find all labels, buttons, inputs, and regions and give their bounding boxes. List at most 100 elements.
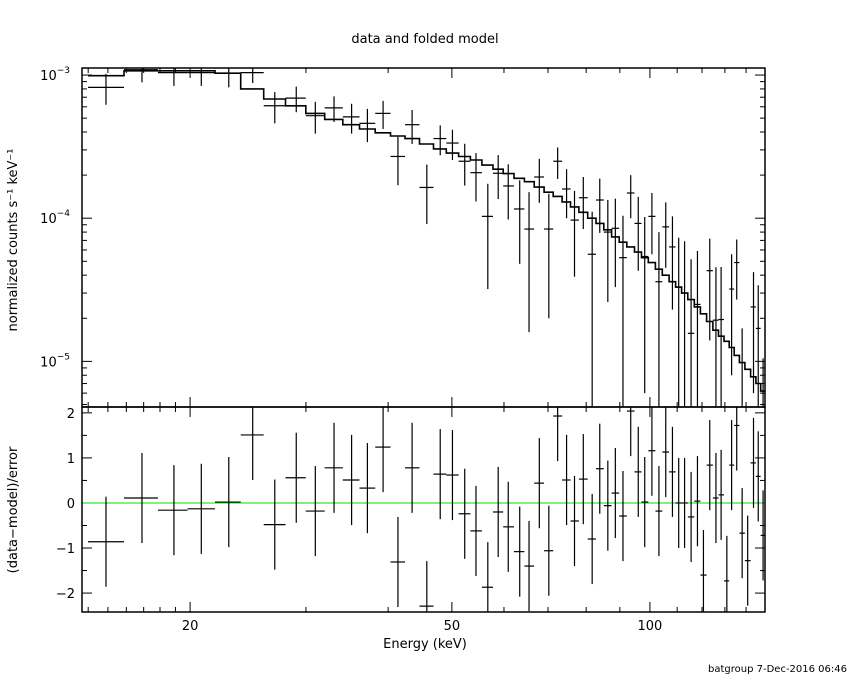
y-tick-label: 10−5 — [40, 352, 70, 370]
residual-point — [648, 407, 656, 496]
data-point — [493, 155, 504, 200]
data-point — [87, 73, 124, 105]
data-point — [215, 68, 241, 88]
y-tick-label: 10−4 — [40, 209, 70, 227]
data-point — [446, 129, 459, 161]
data-point — [595, 178, 604, 233]
residual-point — [681, 457, 688, 549]
data-point — [503, 164, 514, 220]
residual-point — [458, 468, 471, 559]
residual-point — [342, 434, 360, 526]
residual-point — [723, 535, 730, 612]
data-point — [157, 68, 188, 86]
data-point — [240, 68, 264, 83]
residual-point — [123, 452, 158, 544]
residual-point — [729, 420, 735, 511]
data-point — [359, 108, 376, 143]
top-y-axis-label: normalized counts s⁻¹ keV⁻¹ — [6, 149, 21, 332]
data-point — [375, 100, 391, 129]
residual-point — [433, 429, 447, 520]
data-point — [712, 267, 719, 407]
data-point — [305, 101, 325, 134]
data-point — [123, 68, 158, 83]
residual-point — [587, 493, 596, 585]
data-point — [324, 96, 343, 122]
top-panel-frame — [81, 67, 766, 408]
bottom-y-axis-label: (data−model)/error — [6, 446, 21, 573]
data-point — [626, 175, 635, 219]
data-point — [634, 196, 642, 271]
residual-point — [641, 457, 649, 548]
data-point — [513, 180, 525, 264]
residual-point — [524, 520, 535, 612]
data-point — [750, 272, 756, 394]
data-point — [641, 216, 649, 394]
residual-point — [694, 456, 701, 547]
data-point — [570, 190, 579, 277]
residual-point — [87, 496, 124, 587]
data-point — [675, 237, 682, 407]
residual-point — [470, 485, 482, 576]
residual-point — [562, 434, 571, 526]
residual-point — [544, 505, 554, 596]
data-point — [662, 202, 670, 268]
residual-point — [669, 426, 676, 517]
data-point — [405, 109, 420, 144]
residual-point — [493, 466, 504, 558]
residual-point — [739, 488, 745, 579]
folded-model-step-line — [88, 70, 765, 392]
residual-point — [390, 516, 406, 608]
data-point — [718, 267, 724, 407]
residual-point — [570, 475, 579, 567]
residual-point — [324, 422, 343, 513]
residual-point — [755, 431, 761, 522]
residual-point — [712, 452, 719, 544]
residual-point — [700, 530, 707, 612]
chart-title: data and folded model — [351, 32, 498, 47]
residual-point — [419, 561, 434, 612]
footer-stamp: batgroup 7-Dec-2016 06:46 — [708, 664, 847, 675]
residual-point — [578, 434, 588, 525]
data-point — [694, 251, 701, 407]
residual-point — [263, 479, 286, 570]
residual-y-tick-label: 0 — [67, 497, 75, 512]
data-point — [524, 192, 535, 333]
data-point — [562, 169, 571, 219]
data-point — [470, 153, 482, 202]
residual-point — [503, 481, 514, 572]
residual-panel-marks — [82, 407, 765, 612]
residual-y-tick-label: −1 — [56, 542, 75, 557]
residual-point — [634, 426, 642, 517]
residual-point — [359, 443, 376, 534]
residual-point — [626, 407, 635, 457]
data-point — [648, 192, 656, 255]
x-tick-label: 20 — [182, 619, 199, 634]
residual-point — [595, 423, 604, 514]
data-point — [681, 241, 688, 407]
residual-point — [446, 429, 459, 521]
data-point — [755, 285, 761, 407]
data-point — [285, 86, 306, 113]
residual-point — [603, 460, 612, 551]
data-point — [458, 143, 471, 186]
data-point — [342, 103, 360, 134]
data-point — [603, 200, 612, 302]
residual-point — [305, 466, 325, 557]
data-point — [655, 232, 663, 407]
data-point — [611, 198, 620, 288]
residual-point — [534, 438, 545, 529]
residual-point — [375, 407, 391, 493]
data-point — [553, 147, 563, 179]
residual-point — [285, 432, 306, 523]
data-point — [544, 193, 554, 319]
data-point — [419, 164, 434, 225]
data-point — [587, 211, 596, 407]
residual-point — [157, 465, 188, 556]
residual-point — [240, 407, 264, 480]
x-tick-label: 100 — [638, 619, 663, 634]
residual-point — [662, 407, 670, 498]
residual-point — [611, 448, 620, 539]
residual-point — [215, 457, 241, 548]
tick-labels: 20 50 100 10−3 10−4 10−5 2 1 0 −1 −2 — [40, 66, 662, 634]
